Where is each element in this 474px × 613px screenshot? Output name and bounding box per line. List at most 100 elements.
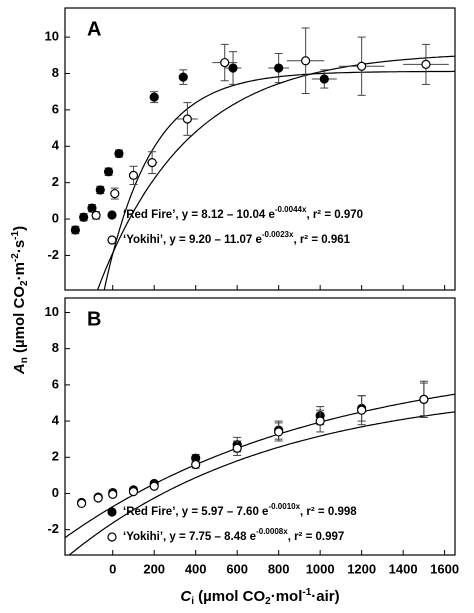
x-tick-label: 1200 [347,561,376,576]
data-point [87,203,97,213]
axis-label-part: (µmol CO [194,588,265,605]
y-tick-label: 8 [52,340,59,355]
data-point [76,498,87,509]
data-point [228,63,238,73]
data-point [149,92,159,102]
y-tick-label: 6 [52,101,59,116]
axis-label-part: A [11,363,28,375]
legend-r2: , r² = 0.997 [288,531,345,543]
data-point [419,394,429,404]
legend-name: ‘Red Fire’ [123,506,175,518]
plot-area [65,380,455,555]
legend-r2: , r² = 0.961 [293,234,350,246]
legend-exponent: -0.0044x [275,205,307,214]
fit-curve [103,70,455,290]
data-point [91,210,101,221]
x-axis-label: Ci (µmol CO2·mol-1·air) [180,587,339,607]
y-tick-label: -2 [47,521,59,536]
x-tick-label: 1400 [389,561,418,576]
data-point [149,481,159,491]
legend-marker [107,210,117,220]
legend-name: ‘Red Fire’ [123,209,175,221]
x-tick-label: 400 [185,561,207,576]
legend-name: ‘Yokihi’ [123,531,163,543]
axis-label-part: -1 [302,587,311,598]
legend-exponent: -0.0023x [262,230,294,239]
legend-entry: ‘Yokihi’, y = 7.75 – 8.48 e-0.0008x, r² … [123,527,344,543]
data-point [315,416,325,426]
data-point [191,459,201,470]
legend-equation: , y = 8.12 – 10.04 e [175,209,274,221]
legend-entry: ‘Yokihi’, y = 9.20 – 11.07 e-0.0023x, r²… [123,230,351,246]
legend-r2: , r² = 0.970 [306,209,363,221]
plot-area [70,27,455,290]
axis-label-part: ·m [11,262,28,280]
data-point [110,188,120,199]
axis-label-part: 2 [265,596,271,607]
data-point [147,158,157,168]
data-point [357,61,367,71]
axis-label-part: C [180,588,192,605]
data-point [232,443,242,453]
data-point [108,489,118,499]
data-point [220,57,230,68]
y-tick-label: -2 [47,247,59,262]
y-axis-label: An (µmol CO2·m-2·s-1) [10,226,30,375]
panel-label: A [87,18,101,40]
data-point [182,114,192,124]
y-tick-label: 0 [52,210,59,225]
data-point [301,56,311,66]
axis-label-part: ·mol [271,588,303,605]
x-tick-label: 800 [268,561,290,576]
data-point [357,405,367,415]
legend-equation: , y = 9.20 – 11.07 e [163,234,262,246]
y-tick-label: 10 [45,304,59,319]
axis-label-part: ·s [11,240,28,253]
axis-label-part: ) [11,226,28,231]
data-point [178,72,188,82]
data-point [128,170,139,180]
x-tick-label: 1000 [306,561,335,576]
axis-label-part: -1 [10,230,21,239]
x-tick-label: 0 [109,561,116,576]
axis-label-part: i [191,596,194,607]
data-point [103,167,114,177]
y-tick-label: 4 [52,413,60,428]
x-tick-label: 200 [143,561,165,576]
legend-exponent: -0.0010x [268,502,300,511]
legend-r2: , r² = 0.998 [300,506,357,518]
plot-frame [64,7,456,291]
y-tick-label: 0 [52,485,59,500]
legend-entry: ‘Red Fire’, y = 5.97 – 7.60 e-0.0010x, r… [123,502,357,518]
data-point [274,63,284,73]
axis-label-part: n [19,357,30,363]
y-tick-label: 6 [52,376,59,391]
axis-label-part: -2 [10,253,21,262]
y-tick-label: 10 [45,29,59,44]
fit-curve [96,55,455,290]
axis-label-part: 2 [19,280,30,286]
legend-exponent: -0.0008x [256,527,288,536]
legend-marker [107,507,117,517]
plot-frame [64,297,456,556]
data-point [79,212,89,222]
fit-curve [68,411,455,555]
axis-label-part: (µmol CO [11,286,28,357]
panel-label: B [87,308,101,330]
data-point [70,225,80,235]
axis-label-part: ·air) [311,588,339,605]
legend-name: ‘Yokihi’ [123,234,163,246]
legend-marker [107,235,117,245]
y-tick-label: 2 [52,449,59,464]
data-point [114,148,124,159]
data-point [95,185,105,195]
y-tick-label: 4 [52,138,60,153]
data-point [319,74,329,84]
y-tick-label: 2 [52,174,59,189]
data-point [421,59,431,70]
legend-marker [107,532,117,542]
legend-equation: , y = 5.97 – 7.60 e [175,506,268,518]
y-tick-label: 8 [52,65,59,80]
legend-entry: ‘Red Fire’, y = 8.12 – 10.04 e-0.0044x, … [123,205,363,221]
